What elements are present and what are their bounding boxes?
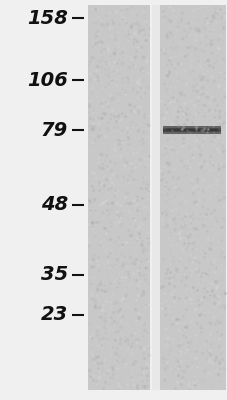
- Text: 48: 48: [41, 196, 68, 214]
- Bar: [88, 5, 149, 390]
- Bar: [162, 128, 220, 132]
- Text: 35: 35: [41, 266, 68, 284]
- Bar: [162, 126, 220, 134]
- Bar: [159, 5, 225, 390]
- Bar: [162, 128, 220, 132]
- Text: 158: 158: [27, 8, 68, 28]
- Text: 23: 23: [41, 306, 68, 324]
- Text: 106: 106: [27, 70, 68, 90]
- Text: 79: 79: [41, 120, 68, 140]
- Bar: [151, 5, 159, 390]
- Bar: [162, 128, 220, 132]
- Bar: [162, 129, 220, 131]
